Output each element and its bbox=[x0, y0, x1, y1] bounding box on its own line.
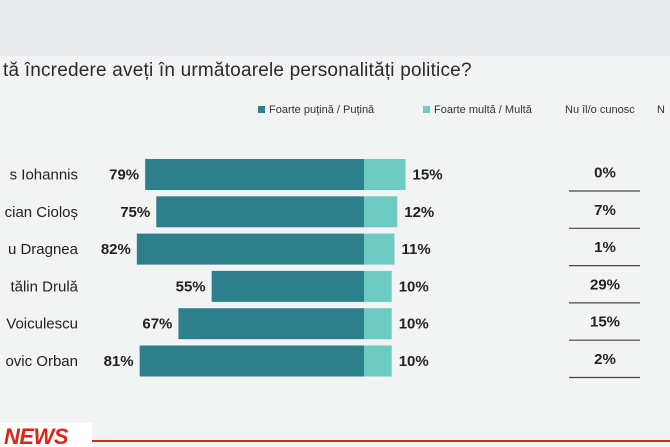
news-ticker-line bbox=[92, 440, 670, 442]
value-label-unknown: 7% bbox=[594, 202, 616, 219]
value-label-high: 10% bbox=[399, 278, 429, 295]
bar-high bbox=[364, 345, 392, 377]
legend-label-unknown: Nu îl/o cunosc bbox=[565, 104, 635, 116]
bar-low bbox=[145, 159, 364, 190]
bar-low bbox=[211, 270, 364, 302]
legend-item-unknown: Nu îl/o cunosc bbox=[565, 104, 635, 116]
legend-label-low: Foarte puțină / Puțină bbox=[269, 104, 375, 116]
value-label-low: 82% bbox=[101, 241, 131, 258]
value-label-low: 75% bbox=[120, 204, 150, 221]
value-label-unknown: 2% bbox=[594, 351, 616, 368]
bar-low bbox=[139, 345, 364, 377]
value-label-high: 15% bbox=[413, 167, 443, 184]
value-label-low: 67% bbox=[142, 316, 172, 333]
value-label-unknown: 29% bbox=[590, 276, 620, 293]
legend-label-cut: N bbox=[657, 104, 665, 116]
bar-low bbox=[178, 308, 364, 340]
news-logo-text: NEWS bbox=[4, 424, 69, 447]
legend-label-high: Foarte multă / Multă bbox=[434, 104, 532, 116]
value-label-low: 55% bbox=[176, 278, 206, 295]
category-label: s Iohannis bbox=[10, 167, 78, 184]
legend-item-low: Foarte puțină / Puțină bbox=[258, 104, 374, 116]
value-label-high: 11% bbox=[401, 241, 430, 258]
bar-high bbox=[364, 159, 406, 190]
bar-high bbox=[364, 270, 392, 302]
bar-low bbox=[136, 233, 364, 265]
category-label: cian Cioloș bbox=[5, 204, 78, 221]
category-label: Voiculescu bbox=[6, 316, 78, 333]
category-label: ovic Orban bbox=[5, 353, 78, 370]
value-label-unknown: 1% bbox=[594, 239, 616, 256]
legend-swatch-high bbox=[423, 106, 430, 113]
value-label-low: 79% bbox=[109, 167, 139, 184]
legend-item-cut: N bbox=[657, 104, 665, 116]
top-band bbox=[0, 0, 670, 56]
chart-title: tă încredere aveți în următoarele person… bbox=[3, 60, 472, 81]
bar-high bbox=[364, 233, 395, 265]
bar-low bbox=[156, 196, 364, 228]
value-label-unknown: 0% bbox=[594, 165, 616, 182]
news-logo: NEWS bbox=[0, 423, 92, 447]
legend-swatch-low bbox=[258, 106, 265, 113]
bar-high bbox=[364, 308, 392, 340]
category-label: u Dragnea bbox=[8, 241, 79, 258]
category-label: tălin Drulă bbox=[10, 278, 78, 295]
bar-high bbox=[364, 196, 398, 228]
chart-svg: s Iohannis 79% 15% 0% cian Cioloș 75% 12% 7% u D… bbox=[5, 159, 640, 379]
value-label-high: 10% bbox=[399, 353, 429, 370]
value-label-high: 10% bbox=[399, 316, 429, 333]
legend-item-high: Foarte multă / Multă bbox=[423, 104, 532, 116]
value-label-low: 81% bbox=[104, 353, 134, 370]
value-label-high: 12% bbox=[404, 204, 434, 221]
value-label-unknown: 15% bbox=[590, 314, 620, 331]
